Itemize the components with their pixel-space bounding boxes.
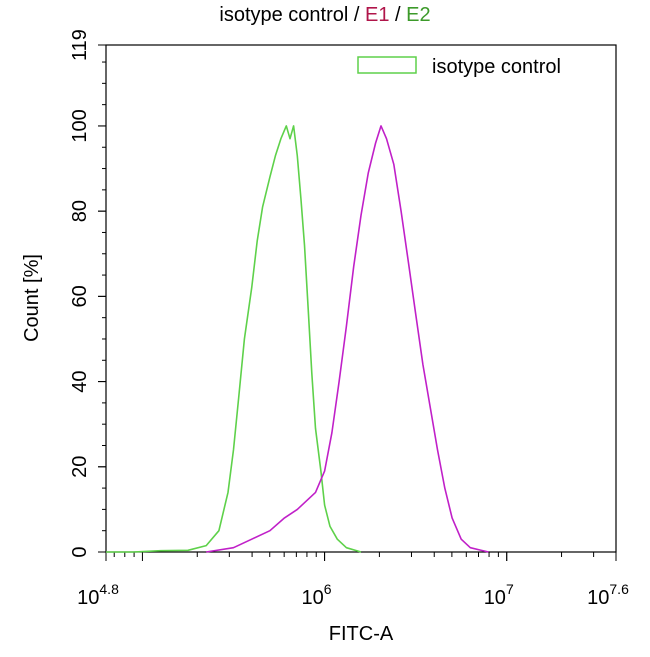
title-separator: / (348, 4, 366, 26)
legend-swatch (357, 56, 417, 74)
title-separator: / (389, 4, 407, 26)
title-part-e1: E1 (365, 4, 390, 26)
legend: isotype control (357, 56, 561, 78)
y-axis: 0 20 40 60 80 100 119 (69, 29, 106, 558)
series-line-isotype-control (106, 125, 362, 553)
y-tick-label: 40 (69, 370, 91, 392)
y-axis-label: Count [%] (21, 254, 43, 342)
title-part-e2: E2 (406, 4, 431, 26)
x-axis: 104.8 106 107 107.6 (77, 552, 629, 609)
y-tick-label: 119 (69, 29, 91, 61)
series-line-magenta (206, 125, 489, 553)
chart-title: isotype control / E1 / E2 (0, 4, 650, 27)
y-tick-label: 100 (69, 109, 91, 142)
x-axis-label: FITC-A (329, 623, 394, 645)
y-tick-label: 80 (69, 200, 91, 222)
title-part-isotype: isotype control (219, 4, 349, 26)
x-tick-label: 107 (484, 581, 514, 609)
x-tick-label: 106 (302, 581, 332, 609)
series-layer (106, 125, 489, 553)
plot-frame (105, 44, 617, 553)
y-tick-label: 60 (69, 285, 91, 307)
legend-label: isotype control (432, 56, 561, 78)
x-tick-label: 107.6 (587, 581, 629, 609)
x-tick-label: 104.8 (77, 581, 119, 609)
y-tick-label: 0 (69, 546, 91, 557)
y-tick-label: 20 (69, 456, 91, 478)
